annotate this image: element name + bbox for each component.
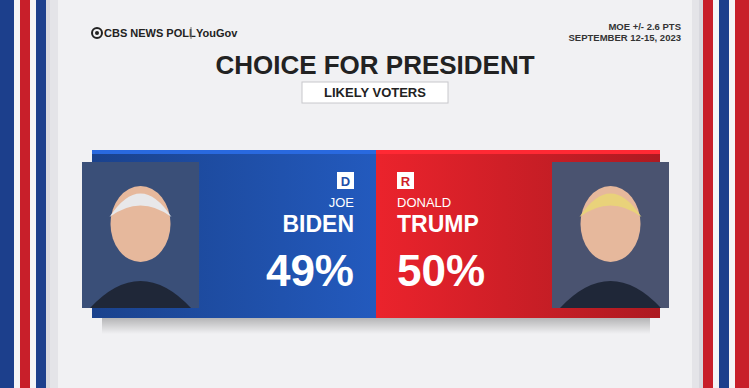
cbs-eye bbox=[92, 28, 102, 38]
background bbox=[0, 0, 749, 388]
panel-topline bbox=[92, 150, 376, 154]
side-stripe bbox=[703, 0, 713, 388]
title: CHOICE FOR PRESIDENT bbox=[215, 50, 534, 80]
side-stripe bbox=[729, 0, 735, 388]
side-stripe bbox=[699, 0, 703, 388]
data-label: 49% bbox=[266, 246, 354, 295]
data-label: 50% bbox=[397, 246, 485, 295]
side-stripe bbox=[36, 0, 46, 388]
side-stripe bbox=[0, 0, 14, 388]
first-name: DONALD bbox=[397, 195, 451, 210]
cbs-eye bbox=[95, 31, 99, 35]
photo-hair bbox=[580, 194, 642, 218]
category-label: TRUMP bbox=[397, 211, 479, 237]
side-stripe bbox=[46, 0, 50, 388]
party-badge bbox=[337, 172, 354, 189]
photo-shoulders bbox=[90, 281, 191, 308]
category-label: BIDEN bbox=[282, 211, 354, 237]
photo-background bbox=[82, 162, 199, 308]
poll-graphic: CBS NEWS POLLYouGov MOE +/- 2.6 PTSSEPTEM… bbox=[0, 0, 749, 388]
separator bbox=[191, 27, 192, 39]
side-stripe bbox=[20, 0, 30, 388]
source: CBS NEWS POLL bbox=[104, 27, 196, 39]
side-stripe bbox=[14, 0, 20, 388]
photo-placeholder bbox=[552, 162, 669, 308]
side-stripe bbox=[30, 0, 36, 388]
photo-background bbox=[552, 162, 669, 308]
card bbox=[58, 0, 692, 388]
photo-hair bbox=[110, 194, 172, 218]
photo-placeholder bbox=[82, 162, 199, 308]
subtitle-box bbox=[302, 82, 448, 103]
photo-face bbox=[111, 186, 171, 262]
party-letter: R bbox=[401, 174, 411, 189]
panel-topline bbox=[376, 150, 660, 154]
side-stripe bbox=[713, 0, 719, 388]
first-name: JOE bbox=[329, 195, 355, 210]
annotation: SEPTEMBER 12-15, 2023 bbox=[569, 32, 681, 43]
party-letter: D bbox=[341, 174, 350, 189]
panel-shadow bbox=[102, 318, 650, 334]
photo-shoulders bbox=[560, 281, 661, 308]
source-partner: YouGov bbox=[196, 27, 238, 39]
photo-face bbox=[581, 186, 641, 262]
annotation: MOE +/- 2.6 PTS bbox=[608, 21, 681, 32]
side-stripe bbox=[735, 0, 749, 388]
header-logo: CBS NEWS POLLYouGov bbox=[92, 27, 238, 39]
subtitle: LIKELY VOTERS bbox=[324, 85, 426, 100]
side-stripe bbox=[719, 0, 729, 388]
party-badge bbox=[397, 172, 414, 189]
